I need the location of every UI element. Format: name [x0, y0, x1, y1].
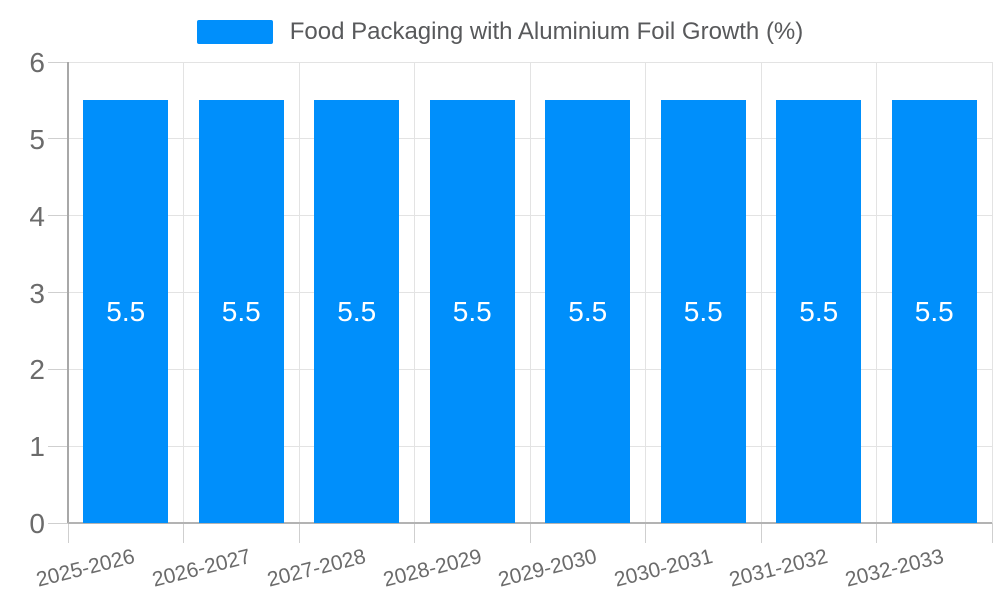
- legend-swatch: [196, 20, 273, 44]
- y-tick: [48, 138, 68, 140]
- bar-value-label: 5.5: [337, 295, 377, 327]
- x-tick: [645, 523, 646, 543]
- bar[interactable]: 5.5: [429, 100, 515, 523]
- bar[interactable]: 5.5: [314, 100, 400, 523]
- x-tick-label: 2028-2029: [380, 545, 484, 592]
- legend-label: Food Packaging with Aluminium Foil Growt…: [289, 18, 804, 45]
- y-tick-label: 0: [29, 508, 45, 539]
- bar-value-label: 5.5: [452, 295, 492, 327]
- x-tick: [991, 523, 993, 543]
- y-tick-label: 1: [29, 431, 45, 463]
- x-tick: [529, 523, 531, 543]
- bar[interactable]: 5.5: [660, 100, 746, 523]
- bar[interactable]: 5.5: [198, 100, 284, 523]
- y-tick: [48, 215, 68, 217]
- x-tick: [760, 523, 762, 543]
- bar-value-label: 5.5: [683, 295, 723, 327]
- bar-value-label: 5.5: [799, 295, 839, 327]
- legend-item[interactable]: Food Packaging with Aluminium Foil Growt…: [0, 18, 1000, 46]
- y-tick: [48, 61, 68, 63]
- x-gridline: [183, 62, 184, 523]
- bar[interactable]: 5.5: [891, 100, 977, 523]
- y-tick-label: 2: [29, 354, 45, 386]
- bar[interactable]: 5.5: [545, 100, 631, 523]
- y-tick: [48, 292, 68, 293]
- x-tick-label: 2026-2027: [149, 545, 253, 592]
- x-gridline: [414, 62, 415, 523]
- bar-value-label: 5.5: [914, 295, 954, 327]
- x-tick: [298, 523, 300, 543]
- x-gridline: [760, 62, 762, 523]
- x-tick-label: 2030-2031: [611, 545, 715, 592]
- x-gridline: [876, 62, 877, 523]
- x-gridline: [298, 62, 300, 523]
- y-tick: [48, 445, 68, 447]
- bar[interactable]: 5.5: [83, 100, 169, 523]
- y-tick: [48, 368, 68, 370]
- bar-value-label: 5.5: [221, 295, 261, 327]
- x-axis-line: [68, 522, 992, 524]
- x-tick-label: 2031-2032: [727, 545, 831, 592]
- x-gridline: [529, 62, 531, 523]
- bar-value-label: 5.5: [106, 295, 146, 327]
- x-tick: [414, 523, 415, 543]
- y-tick-label: 4: [29, 200, 45, 232]
- x-tick: [876, 523, 877, 543]
- y-axis-line: [67, 62, 69, 523]
- x-tick: [183, 523, 184, 543]
- x-tick-label: 2032-2033: [842, 545, 946, 592]
- y-tick: [48, 522, 68, 524]
- x-gridline: [645, 62, 646, 523]
- x-tick-label: 2029-2030: [496, 545, 600, 592]
- x-tick-label: 2025-2026: [34, 545, 138, 592]
- x-tick-label: 2027-2028: [265, 545, 369, 592]
- x-gridline: [991, 62, 993, 523]
- y-tick-label: 3: [29, 277, 45, 309]
- bar-value-label: 5.5: [568, 295, 608, 327]
- x-tick: [67, 523, 69, 543]
- y-tick-label: 5: [29, 123, 45, 155]
- bar[interactable]: 5.5: [776, 100, 862, 523]
- y-tick-label: 6: [29, 47, 45, 78]
